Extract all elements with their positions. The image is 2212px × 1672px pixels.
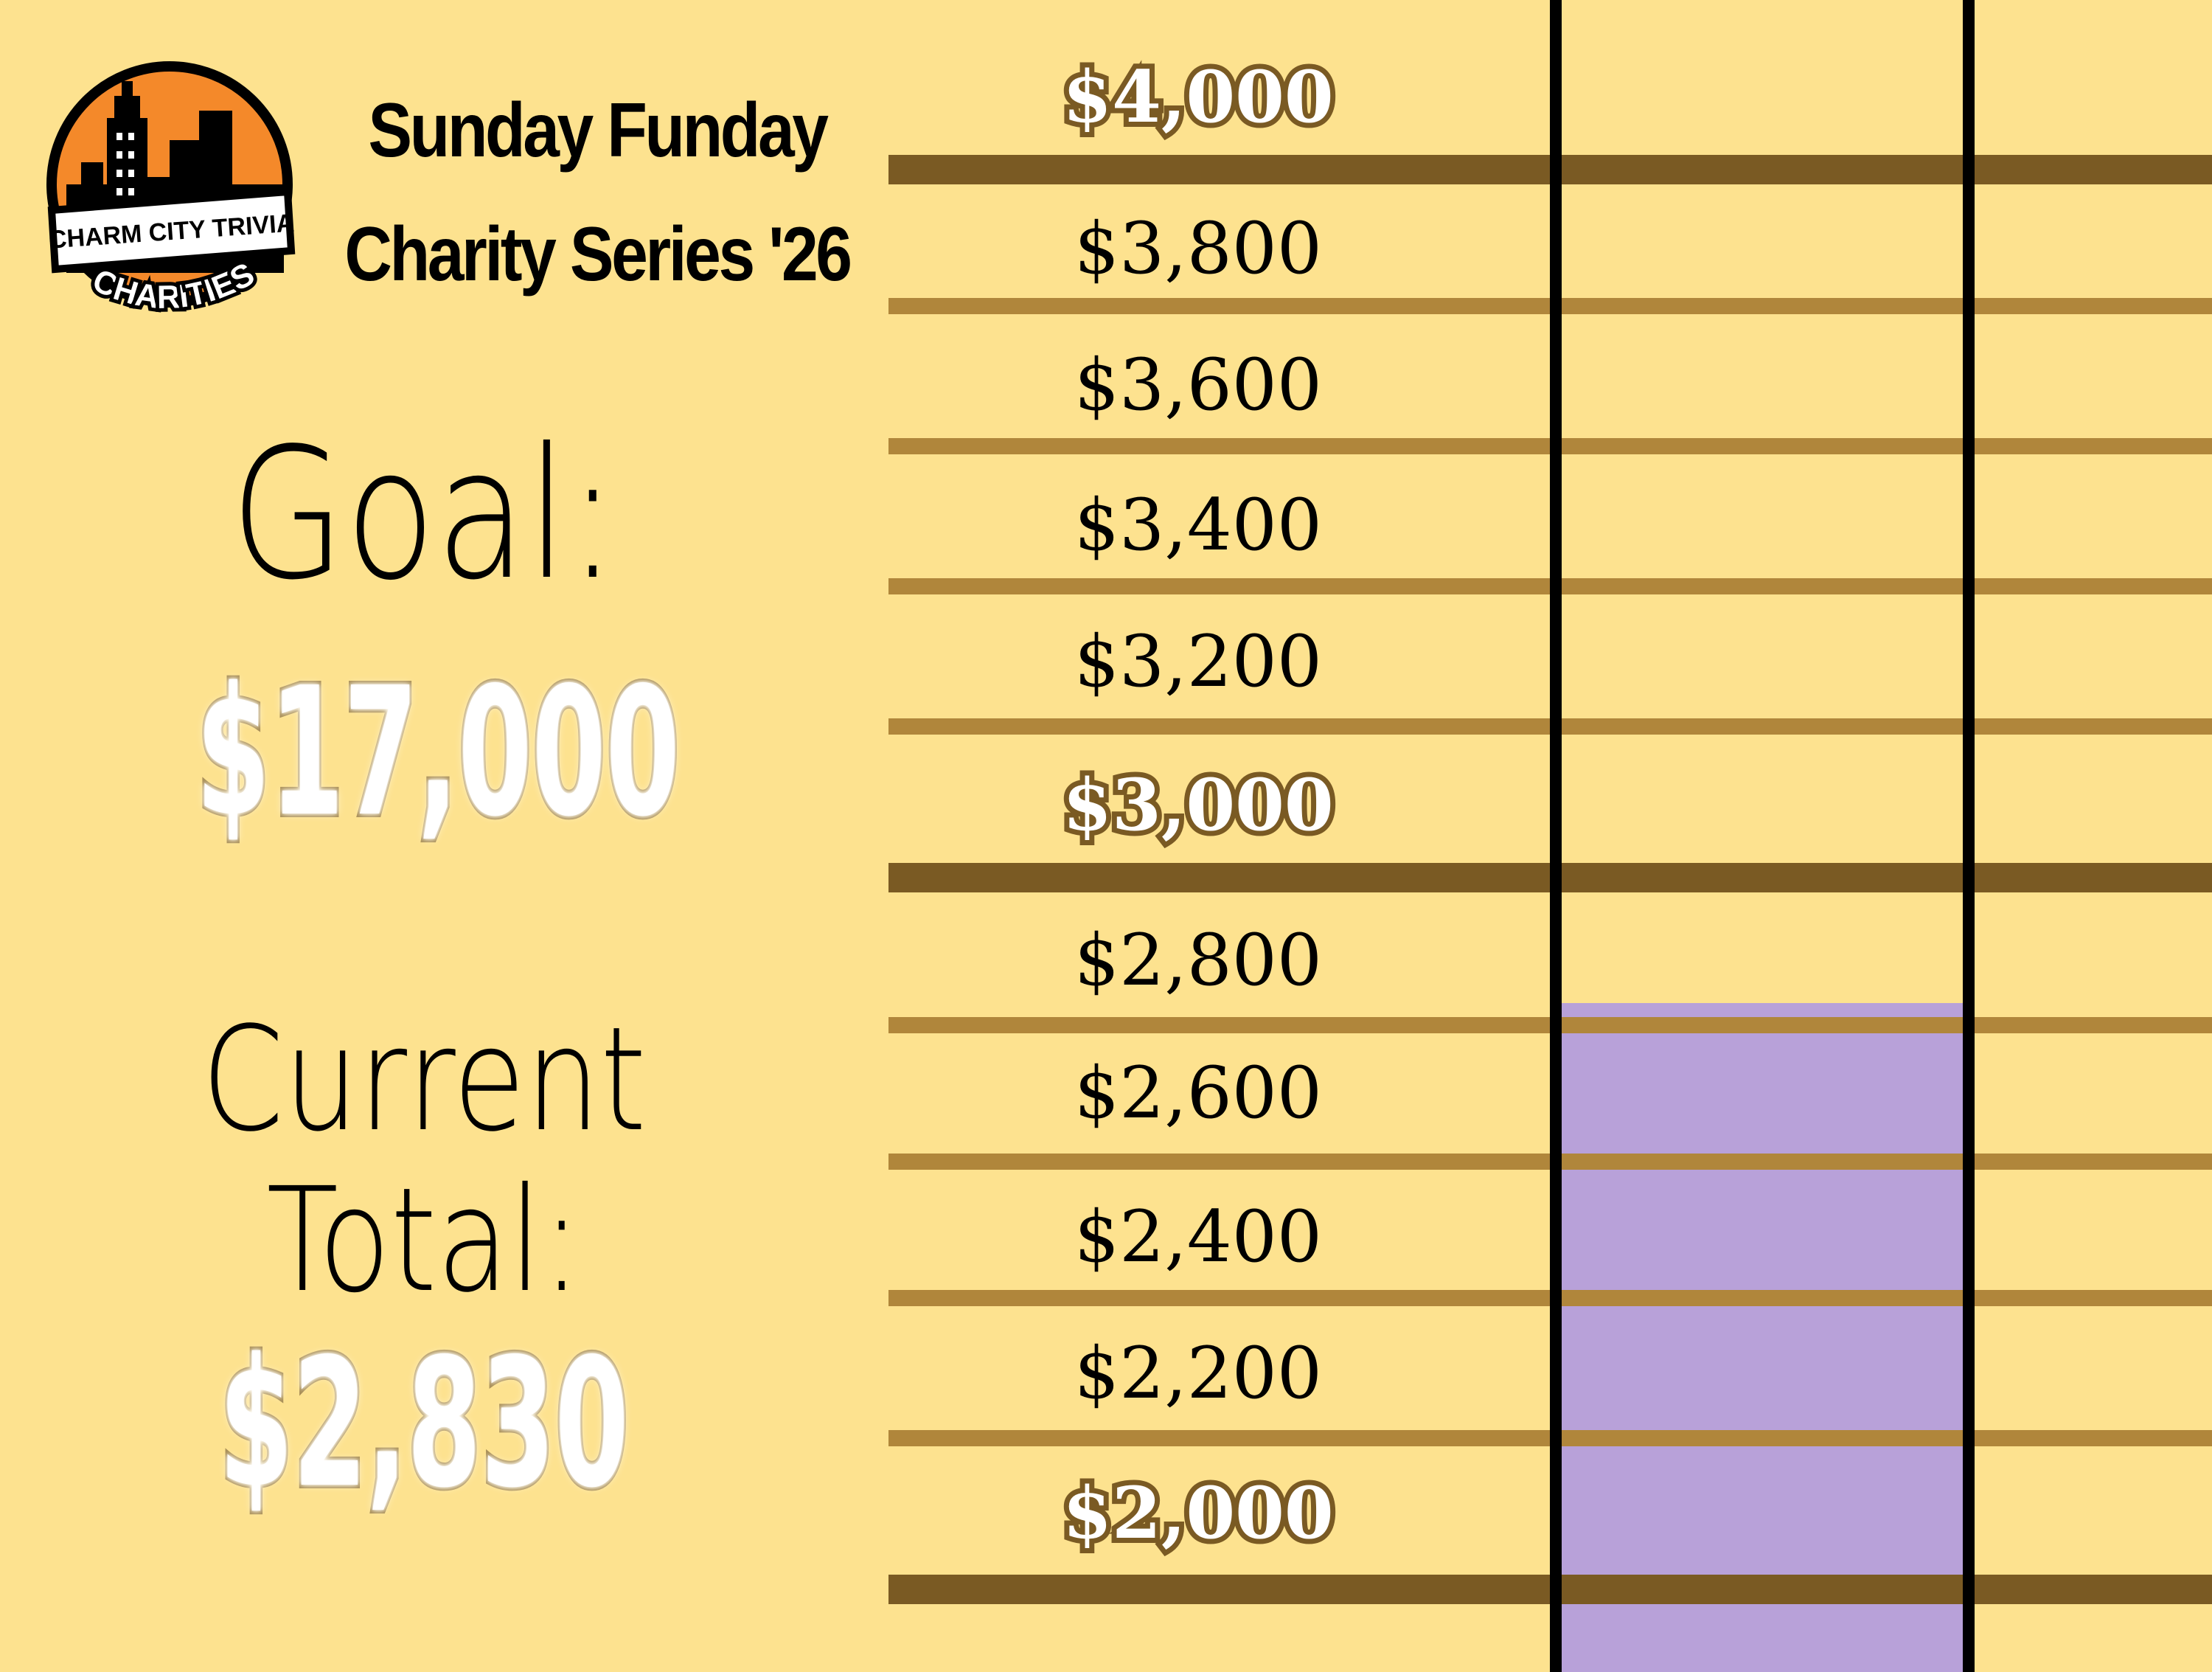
tick-label-2600: $2,600 xyxy=(1074,1052,1322,1134)
tick-label-2400: $2,400 xyxy=(1074,1196,1322,1278)
tick-label-2200: $2,200 xyxy=(1074,1332,1322,1415)
tick-label-2800: $2,800 xyxy=(1074,919,1322,1002)
tube-left-wall xyxy=(1550,0,1562,1672)
charm-city-trivia-charities-logo: CHARM CITY TRIVIA CHARITIES xyxy=(46,61,296,319)
goal-label: Goal: xyxy=(230,409,618,620)
current-total-label: Current Total: xyxy=(113,999,736,1322)
logo-banner xyxy=(47,187,296,274)
tick-label-3800: $3,800 xyxy=(1074,207,1322,290)
tick-label-3400: $3,400 xyxy=(1074,484,1322,566)
title-line-2: Charity Series '26 xyxy=(344,212,852,297)
tube-right-wall xyxy=(1963,0,1975,1672)
current-label-line-2: Total: xyxy=(266,1156,582,1325)
title-line-1: Sunday Funday xyxy=(368,88,829,173)
tick-label-4000: $4,000 xyxy=(1062,55,1333,139)
tick-label-3200: $3,200 xyxy=(1074,620,1322,703)
current-label-line-1: Current xyxy=(201,996,647,1163)
goal-value: $17,000 xyxy=(194,645,682,859)
current-total-value: $2,830 xyxy=(217,1317,631,1530)
tick-label-3000: $3,000 xyxy=(1062,763,1333,847)
tick-label-3600: $3,600 xyxy=(1074,344,1322,426)
tick-label-2000: $2,000 xyxy=(1062,1471,1333,1555)
progress-bar-fill xyxy=(1556,1003,1969,1672)
